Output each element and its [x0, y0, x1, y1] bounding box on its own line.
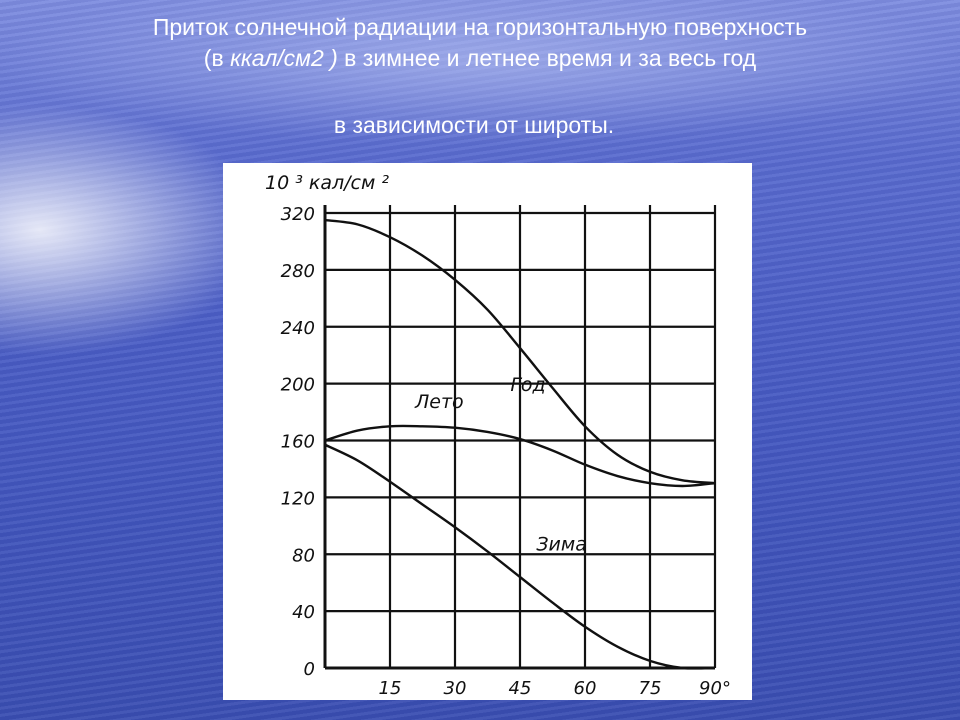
series-label: Лето	[414, 391, 464, 413]
y-axis-label: 10 ³ кал/см ²	[265, 172, 389, 194]
y-tick-label: 120	[281, 488, 315, 509]
series-line-Год	[324, 218, 716, 485]
x-tick-label: 30	[444, 678, 467, 699]
chart-grid	[323, 205, 717, 670]
chart-curves	[324, 218, 716, 670]
x-tick-label: 45	[509, 678, 532, 699]
y-tick-label: 320	[281, 204, 315, 225]
series-labels: Год Лето Зима	[414, 374, 587, 555]
y-tick-label: 280	[281, 261, 315, 282]
x-tick-label: 15	[379, 678, 402, 699]
x-tick-label: 75	[639, 678, 662, 699]
chart-panel: 0 40 80 120 160 200 240 280 320 15 30 45 60 75 90° 10…	[223, 163, 752, 700]
y-tick-label: 0	[304, 659, 315, 680]
y-tick-label: 160	[281, 432, 315, 453]
title-line-2: (в ккал/см2 ) в зимнее и летнее время и …	[0, 43, 960, 74]
x-tick-labels: 15 30 45 60 75 90°	[379, 678, 731, 699]
y-tick-label: 40	[292, 602, 315, 623]
x-tick-label: 60	[574, 678, 597, 699]
x-tick-label: 90°	[699, 678, 731, 699]
series-label: Зима	[536, 533, 587, 555]
y-tick-label: 240	[281, 318, 315, 339]
y-tick-label: 80	[292, 545, 315, 566]
title-line-3: в зависимости от широты.	[333, 112, 615, 138]
title-line-2-prefix: (в	[203, 45, 231, 71]
series-label: Год	[510, 374, 545, 396]
title-unit: ккал/см2 )	[230, 45, 338, 71]
title-line-2-suffix: в зимнее и летнее время и за весь год	[337, 45, 757, 71]
y-tick-label: 200	[281, 375, 315, 396]
series-line-Лето	[324, 424, 716, 488]
y-tick-labels: 0 40 80 120 160 200 240 280 320	[281, 204, 315, 680]
title-line-1: Приток солнечной радиации на горизонталь…	[152, 14, 808, 40]
series-line-Зима	[324, 443, 716, 670]
slide-title: Приток солнечной радиации на горизонталь…	[0, 12, 960, 74]
radiation-chart: 0 40 80 120 160 200 240 280 320 15 30 45 60 75 90° 10…	[265, 172, 731, 699]
